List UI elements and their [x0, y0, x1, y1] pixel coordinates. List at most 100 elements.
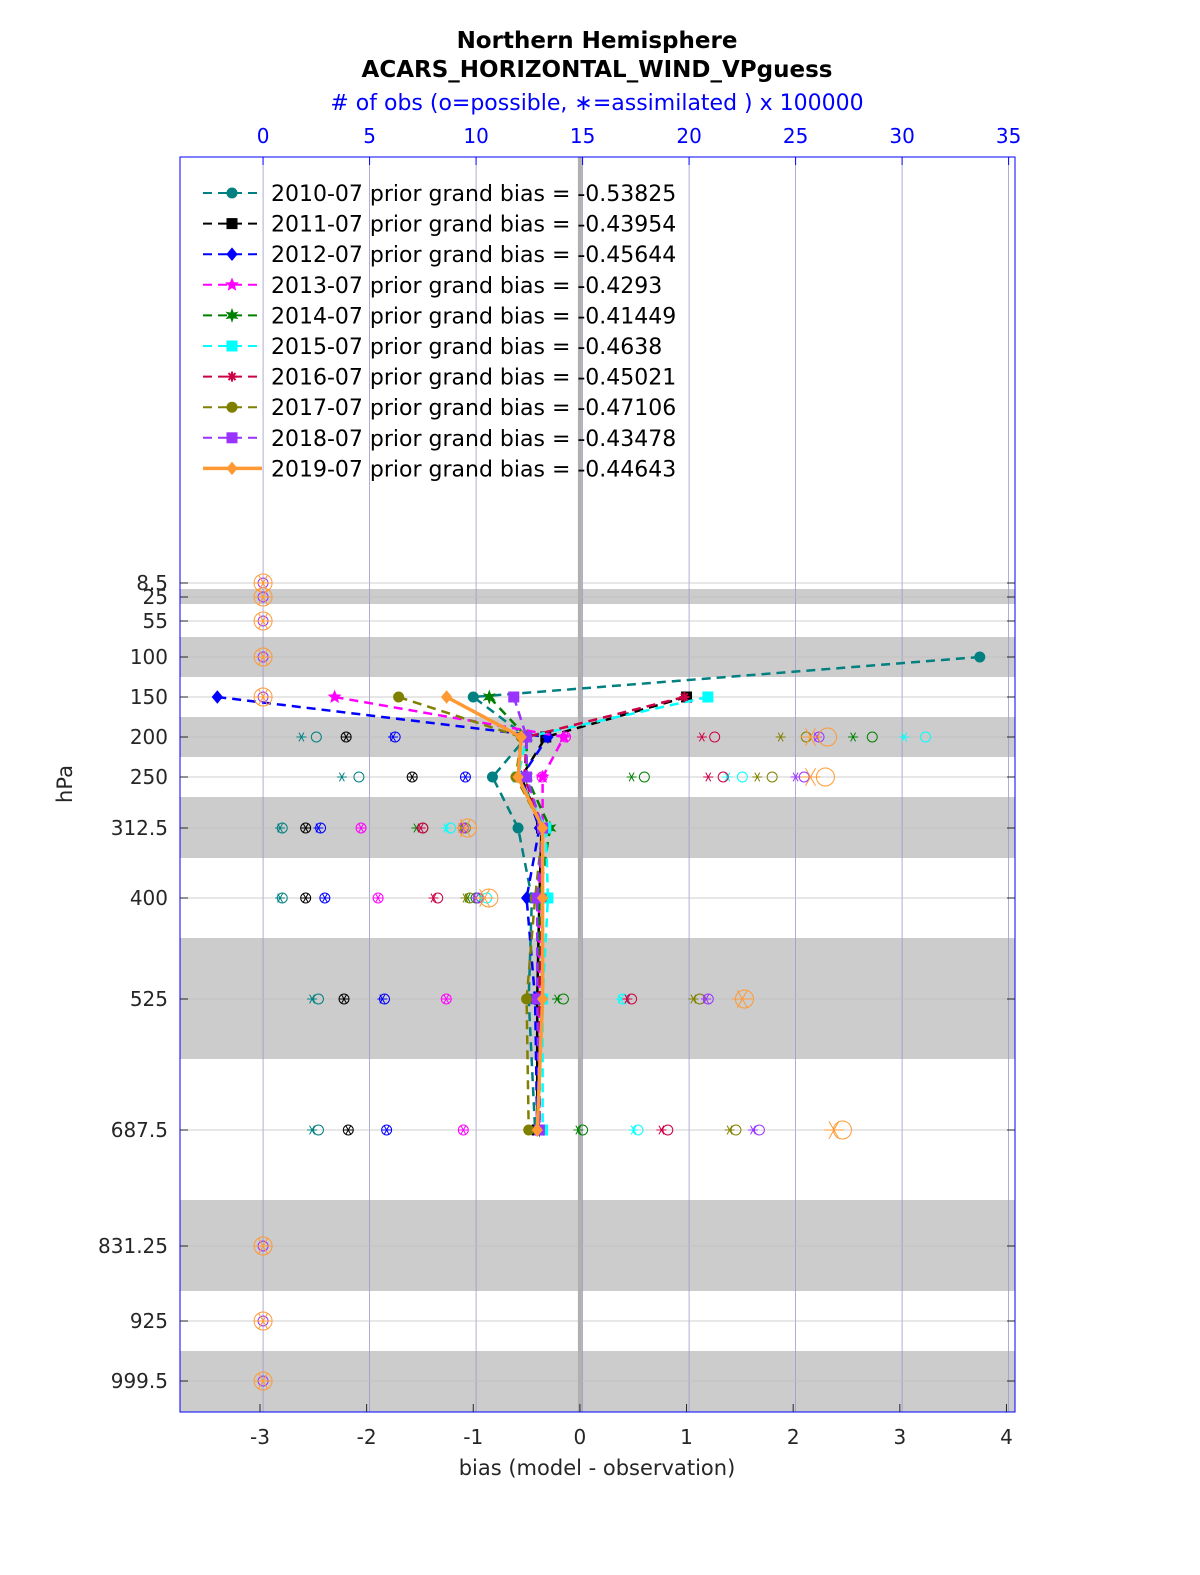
obs-assimilated-marker [573, 1125, 584, 1135]
obs-count-layer [253, 573, 932, 1391]
zero-count-assimilated-marker [254, 1372, 273, 1390]
legend-entry: 2013-07 prior grand bias = -0.4293 [271, 274, 662, 299]
top-tick-label: 10 [463, 124, 488, 148]
top-tick-label: 25 [783, 124, 808, 148]
top-tick-label: 15 [570, 124, 595, 148]
obs-possible-marker [920, 731, 932, 743]
obs-assimilated-marker [628, 1125, 639, 1135]
legend-marker [226, 432, 238, 444]
y-tick-label: 687.5 [111, 1118, 168, 1142]
x-tick-label: 4 [1000, 1425, 1013, 1449]
obs-assimilated-marker [790, 772, 801, 782]
obs-assimilated-marker [474, 889, 495, 907]
y-tick-label: 525 [130, 987, 168, 1011]
obs-possible-marker [736, 771, 748, 783]
legend-entry: 2014-07 prior grand bias = -0.41449 [271, 304, 676, 329]
top-tick-label: 35 [996, 124, 1021, 148]
obs-assimilated-marker [537, 772, 548, 782]
y-tick-label: 150 [130, 685, 168, 709]
obs-assimilated-marker [341, 732, 352, 742]
obs-assimilated-marker [441, 994, 452, 1004]
chart-subtitle: ACARS_HORIZONTAL_WIND_VPguess [362, 57, 833, 83]
y-tick-label: 312.5 [111, 816, 168, 840]
series-point [536, 891, 549, 905]
y-tick-label: 400 [130, 886, 168, 910]
obs-possible-marker [353, 771, 365, 783]
top-tick-label: 5 [363, 124, 376, 148]
legend-entry: 2015-07 prior grand bias = -0.4638 [271, 335, 662, 360]
obs-assimilated-marker [336, 772, 347, 782]
legend-entry: 2018-07 prior grand bias = -0.43478 [271, 427, 676, 452]
series-point [679, 692, 690, 702]
zero-count-assimilated-marker [254, 648, 273, 666]
obs-possible-marker [717, 771, 729, 783]
legend-marker [226, 461, 238, 476]
series-point [536, 992, 549, 1006]
obs-assimilated-marker [696, 732, 707, 742]
obs-assimilated-marker [407, 772, 418, 782]
x-tick-label: 0 [574, 1425, 587, 1449]
y-tick-label: 831.25 [98, 1234, 168, 1258]
obs-assimilated-marker [701, 994, 712, 1004]
obs-assimilated-marker [688, 994, 699, 1004]
legend-marker [227, 371, 237, 382]
legend-marker [225, 307, 239, 323]
series-point [531, 1123, 543, 1137]
legend-entry: 2017-07 prior grand bias = -0.47106 [271, 396, 676, 421]
obs-assimilated-marker [823, 1121, 844, 1139]
level-band [180, 1200, 1015, 1291]
series-point [515, 730, 527, 744]
zero-count-assimilated-marker [254, 1312, 273, 1330]
obs-assimilated-marker [428, 893, 439, 903]
obs-assimilated-marker [296, 732, 307, 742]
top-tick-label: 0 [257, 124, 270, 148]
zero-count-assimilated-marker [254, 1237, 273, 1255]
obs-assimilated-marker [313, 823, 324, 833]
zero-count-assimilated-marker [254, 588, 273, 606]
zero-count-assimilated-marker [254, 688, 273, 706]
series-point [512, 770, 524, 784]
obs-assimilated-marker [732, 990, 753, 1008]
obs-assimilated-marker [307, 1125, 318, 1135]
zero-count-assimilated-marker [254, 612, 273, 630]
top-axis-frame [179, 156, 1016, 1413]
series-point [512, 822, 524, 834]
obs-assimilated-marker [747, 1125, 758, 1135]
x-tick-label: -3 [250, 1425, 270, 1449]
y-tick-label: 25 [143, 585, 168, 609]
series-point [327, 689, 342, 703]
obs-assimilated-marker [460, 893, 471, 903]
obs-possible-marker [766, 771, 778, 783]
x-axis-label: bias (model - observation) [459, 1456, 736, 1480]
series-point [440, 690, 453, 704]
legend-entry: 2016-07 prior grand bias = -0.45021 [271, 366, 676, 391]
legend-entry: 2010-07 prior grand bias = -0.53825 [271, 182, 676, 207]
obs-assimilated-marker [800, 768, 821, 786]
obs-assimilated-marker [339, 994, 350, 1004]
obs-assimilated-marker [343, 1125, 354, 1135]
x-tick-label: -1 [463, 1425, 483, 1449]
y-tick-label: 925 [130, 1309, 168, 1333]
y-tick-label: 250 [130, 765, 168, 789]
series-point [508, 691, 520, 703]
y-tick-label: 100 [130, 645, 168, 669]
obs-assimilated-marker [560, 732, 571, 742]
obs-assimilated-marker [381, 1125, 392, 1135]
series-point [482, 689, 496, 705]
obs-assimilated-marker [552, 994, 563, 1004]
series-point [393, 691, 405, 703]
legend-marker [226, 401, 238, 413]
obs-assimilated-marker [377, 994, 388, 1004]
top-tick-label: 20 [676, 124, 701, 148]
y-tick-label: 55 [143, 609, 168, 633]
obs-assimilated-marker [703, 772, 714, 782]
obs-assimilated-marker [441, 823, 452, 833]
obs-assimilated-marker [848, 732, 859, 742]
obs-assimilated-marker [275, 823, 286, 833]
legend-marker [226, 340, 238, 352]
legend-entry: 2012-07 prior grand bias = -0.45644 [271, 243, 676, 268]
x-tick-label: -2 [357, 1425, 377, 1449]
series-point [702, 691, 714, 703]
